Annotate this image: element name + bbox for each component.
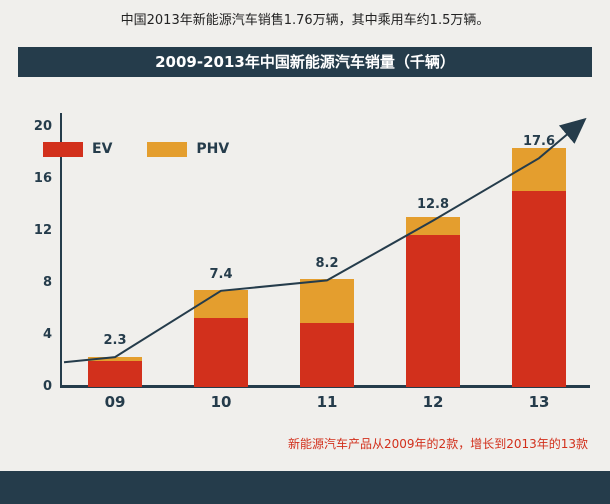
footer-bar	[0, 471, 610, 504]
x-tick-11: 11	[316, 393, 338, 411]
bar-phv-09	[88, 357, 142, 361]
x-tick-13: 13	[528, 393, 550, 411]
legend-label-phv: PHV	[196, 141, 230, 157]
top-note: 中国2013年新能源汽车销售1.76万辆，其中乘用车约1.5万辆。	[120, 13, 490, 28]
line-label-12.8: 12.8	[416, 196, 450, 212]
x-tick-12: 12	[422, 393, 444, 411]
footer-note: 新能源汽车产品从2009年的2款，增长到2013年的13款	[288, 437, 588, 451]
bar-ev-12	[406, 234, 460, 387]
line-label-2.3: 2.3	[103, 333, 127, 349]
y-tick-16: 16	[33, 171, 52, 186]
line-label-7.4: 7.4	[209, 266, 233, 282]
y-tick-8: 8	[42, 275, 52, 290]
y-tick-12: 12	[33, 223, 52, 238]
chart-title-bar: 2009-2013年中国新能源汽车销量（千辆）	[18, 47, 592, 77]
y-tick-4: 4	[42, 327, 52, 342]
bar-ev-13	[512, 190, 566, 387]
bar-phv-12	[406, 216, 460, 235]
chart-area: 0 4 8 12 16 20 2.3 7.4 8.2 12.8 17.6 EV PHV 09 10 11…	[18, 97, 592, 415]
legend-swatch-ev	[43, 141, 83, 157]
line-label-17.6: 17.6	[522, 134, 556, 150]
bar-ev-09	[88, 361, 142, 387]
trend-line	[63, 117, 587, 364]
bar-phv-10	[194, 289, 248, 319]
bar-phv-11	[300, 279, 354, 324]
y-tick-0: 0	[42, 379, 52, 394]
line-label-8.2: 8.2	[315, 256, 339, 272]
plot-area: 2.3 7.4 8.2 12.8 17.6	[62, 97, 592, 387]
y-tick-20: 20	[33, 119, 52, 134]
y-axis: 0 4 8 12 16 20	[18, 97, 52, 394]
x-tick-09: 09	[104, 393, 126, 411]
legend-swatch-phv	[147, 141, 188, 157]
x-tick-10: 10	[210, 393, 232, 411]
legend: EV PHV	[43, 141, 255, 157]
y-axis-line	[60, 113, 62, 387]
bar-ev-10	[194, 318, 248, 387]
chart-title: 2009-2013年中国新能源汽车销量（千辆）	[155, 53, 455, 71]
legend-label-ev: EV	[92, 141, 113, 157]
bar-ev-11	[300, 323, 354, 387]
